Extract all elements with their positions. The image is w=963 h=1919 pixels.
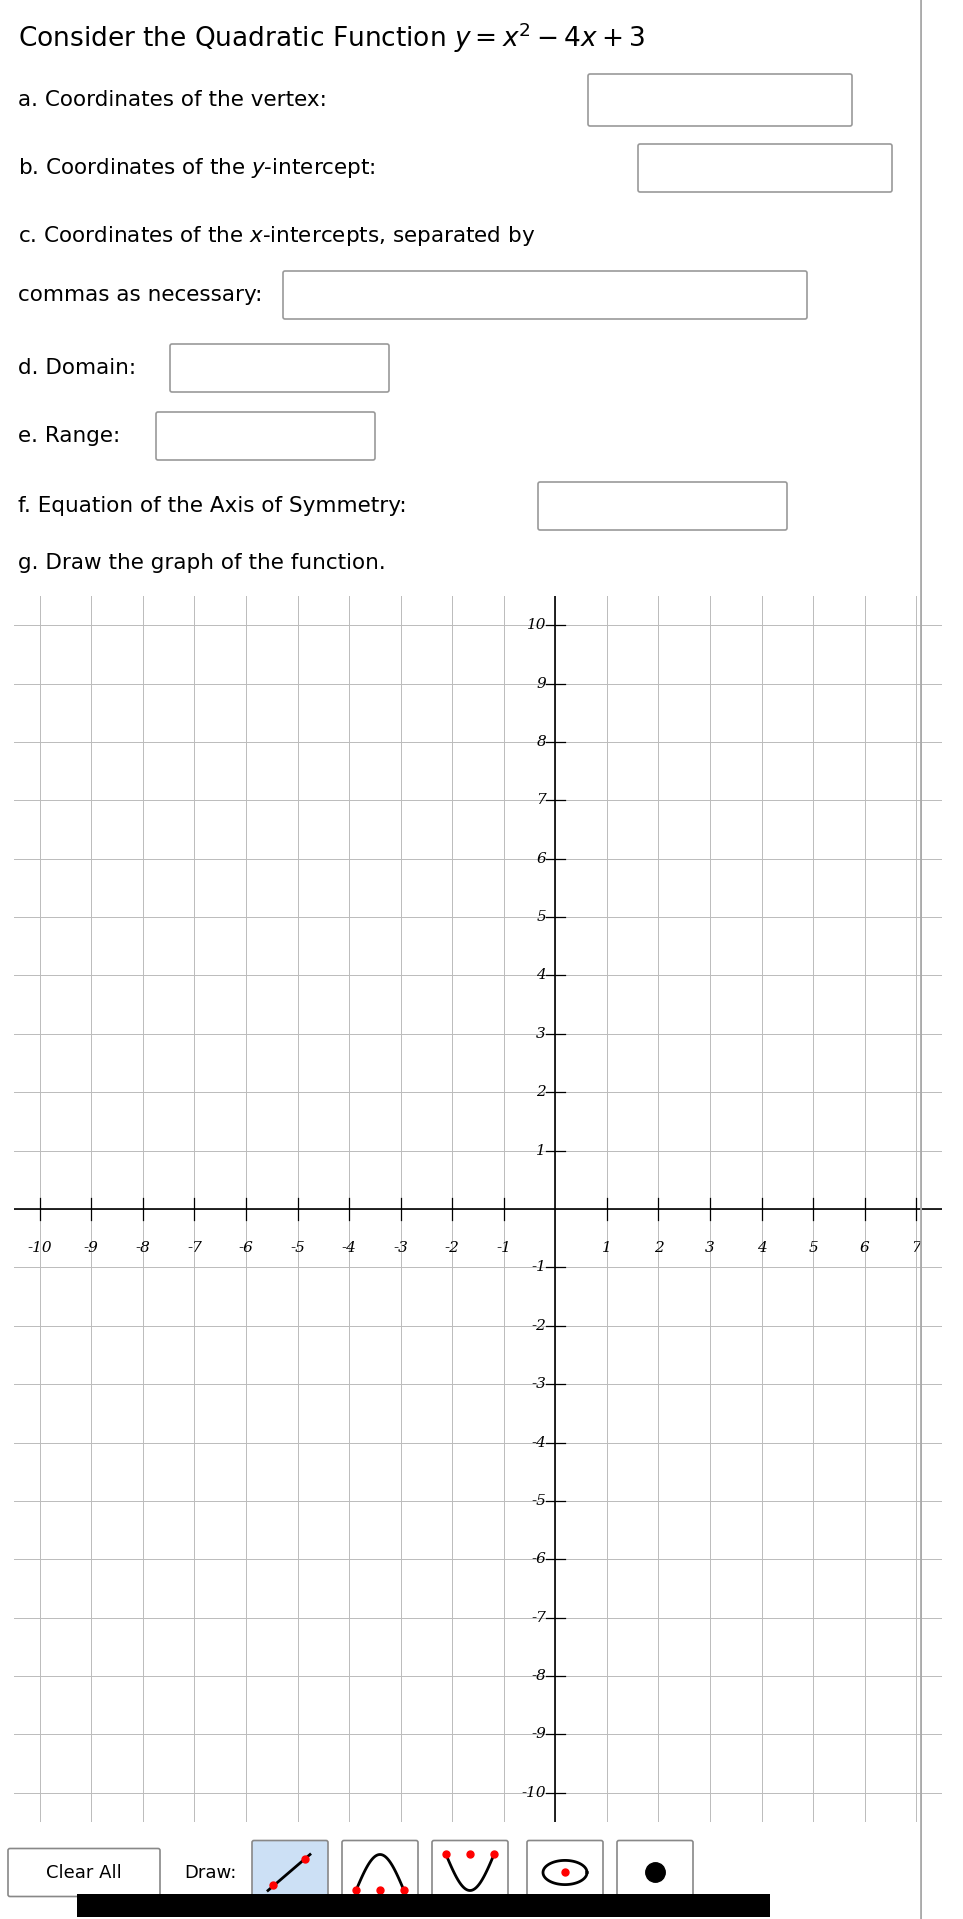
FancyBboxPatch shape bbox=[283, 271, 807, 319]
Text: -5: -5 bbox=[532, 1493, 546, 1508]
Text: d. Domain:: d. Domain: bbox=[18, 359, 136, 378]
Text: -7: -7 bbox=[532, 1610, 546, 1625]
Text: 3: 3 bbox=[536, 1027, 546, 1040]
Text: 5: 5 bbox=[808, 1242, 818, 1255]
Text: Consider the Quadratic Function $y =x^2 - 4x + 3$: Consider the Quadratic Function $y =x^2 … bbox=[18, 21, 645, 56]
Text: -4: -4 bbox=[532, 1435, 546, 1449]
Text: 2: 2 bbox=[654, 1242, 664, 1255]
Text: -7: -7 bbox=[187, 1242, 202, 1255]
Text: -9: -9 bbox=[84, 1242, 99, 1255]
FancyBboxPatch shape bbox=[538, 482, 787, 530]
Text: 8: 8 bbox=[536, 735, 546, 748]
FancyBboxPatch shape bbox=[252, 1840, 328, 1904]
FancyBboxPatch shape bbox=[342, 1840, 418, 1904]
Text: e. Range:: e. Range: bbox=[18, 426, 120, 445]
Text: 9: 9 bbox=[536, 677, 546, 691]
Text: Clear All: Clear All bbox=[46, 1863, 122, 1881]
FancyBboxPatch shape bbox=[638, 144, 892, 192]
FancyBboxPatch shape bbox=[527, 1840, 603, 1904]
Text: -6: -6 bbox=[532, 1552, 546, 1566]
FancyBboxPatch shape bbox=[588, 75, 852, 127]
Text: c. Coordinates of the $x$-intercepts, separated by: c. Coordinates of the $x$-intercepts, se… bbox=[18, 225, 535, 248]
Text: 6: 6 bbox=[536, 852, 546, 865]
Text: a. Coordinates of the vertex:: a. Coordinates of the vertex: bbox=[18, 90, 326, 109]
Text: 7: 7 bbox=[536, 793, 546, 808]
Text: -6: -6 bbox=[239, 1242, 253, 1255]
FancyBboxPatch shape bbox=[8, 1848, 160, 1896]
Text: 4: 4 bbox=[536, 969, 546, 983]
Text: 4: 4 bbox=[757, 1242, 767, 1255]
Text: -9: -9 bbox=[532, 1727, 546, 1741]
Text: Draw:: Draw: bbox=[184, 1863, 236, 1881]
Text: -1: -1 bbox=[496, 1242, 511, 1255]
Text: b. Coordinates of the $y$-intercept:: b. Coordinates of the $y$-intercept: bbox=[18, 155, 376, 180]
Text: 5: 5 bbox=[536, 910, 546, 925]
Text: 7: 7 bbox=[911, 1242, 921, 1255]
Text: 1: 1 bbox=[536, 1144, 546, 1157]
Text: -8: -8 bbox=[136, 1242, 150, 1255]
Text: -3: -3 bbox=[532, 1378, 546, 1391]
Text: -10: -10 bbox=[28, 1242, 52, 1255]
Text: -8: -8 bbox=[532, 1670, 546, 1683]
Text: 10: 10 bbox=[527, 618, 546, 631]
Text: -1: -1 bbox=[532, 1261, 546, 1274]
Text: g. Draw the graph of the function.: g. Draw the graph of the function. bbox=[18, 553, 386, 574]
Text: -4: -4 bbox=[342, 1242, 356, 1255]
Text: -3: -3 bbox=[393, 1242, 408, 1255]
FancyBboxPatch shape bbox=[432, 1840, 508, 1904]
FancyBboxPatch shape bbox=[170, 344, 389, 391]
FancyBboxPatch shape bbox=[156, 413, 375, 461]
Text: 3: 3 bbox=[705, 1242, 715, 1255]
Text: -2: -2 bbox=[445, 1242, 459, 1255]
FancyBboxPatch shape bbox=[617, 1840, 693, 1904]
Text: -2: -2 bbox=[532, 1318, 546, 1334]
Text: f. Equation of the Axis of Symmetry:: f. Equation of the Axis of Symmetry: bbox=[18, 495, 406, 516]
Text: 2: 2 bbox=[536, 1086, 546, 1100]
Text: -5: -5 bbox=[290, 1242, 305, 1255]
Text: commas as necessary:: commas as necessary: bbox=[18, 286, 262, 305]
Text: -10: -10 bbox=[521, 1787, 546, 1800]
Text: 6: 6 bbox=[860, 1242, 870, 1255]
Text: 1: 1 bbox=[602, 1242, 612, 1255]
